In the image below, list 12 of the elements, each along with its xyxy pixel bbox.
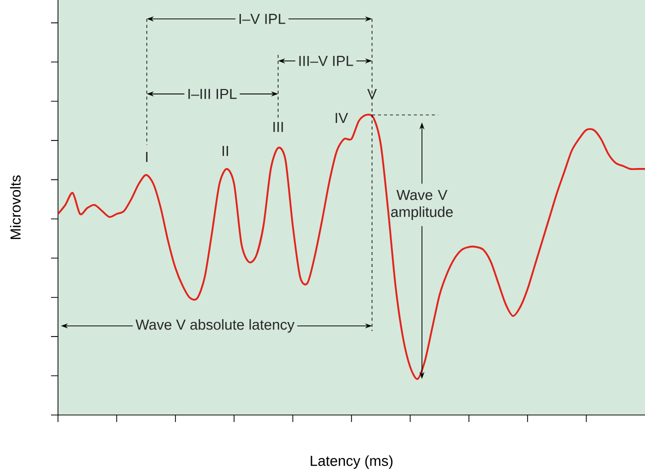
text: III–V IPL <box>299 56 354 66</box>
annotation: Wave V amplitude <box>391 190 453 220</box>
text: V <box>367 88 377 99</box>
annotation: III <box>273 122 283 132</box>
text: I–III IPL <box>188 88 237 99</box>
annotation: IV <box>336 112 348 123</box>
text: I–V IPL <box>240 14 286 24</box>
y-axis-title: Microvolts <box>10 175 21 239</box>
annotation: II <box>222 146 228 156</box>
annotation: Wave V absolute latency <box>136 319 294 333</box>
annotation: I <box>146 152 148 162</box>
x-axis-title: Latency (ms) <box>310 455 392 469</box>
